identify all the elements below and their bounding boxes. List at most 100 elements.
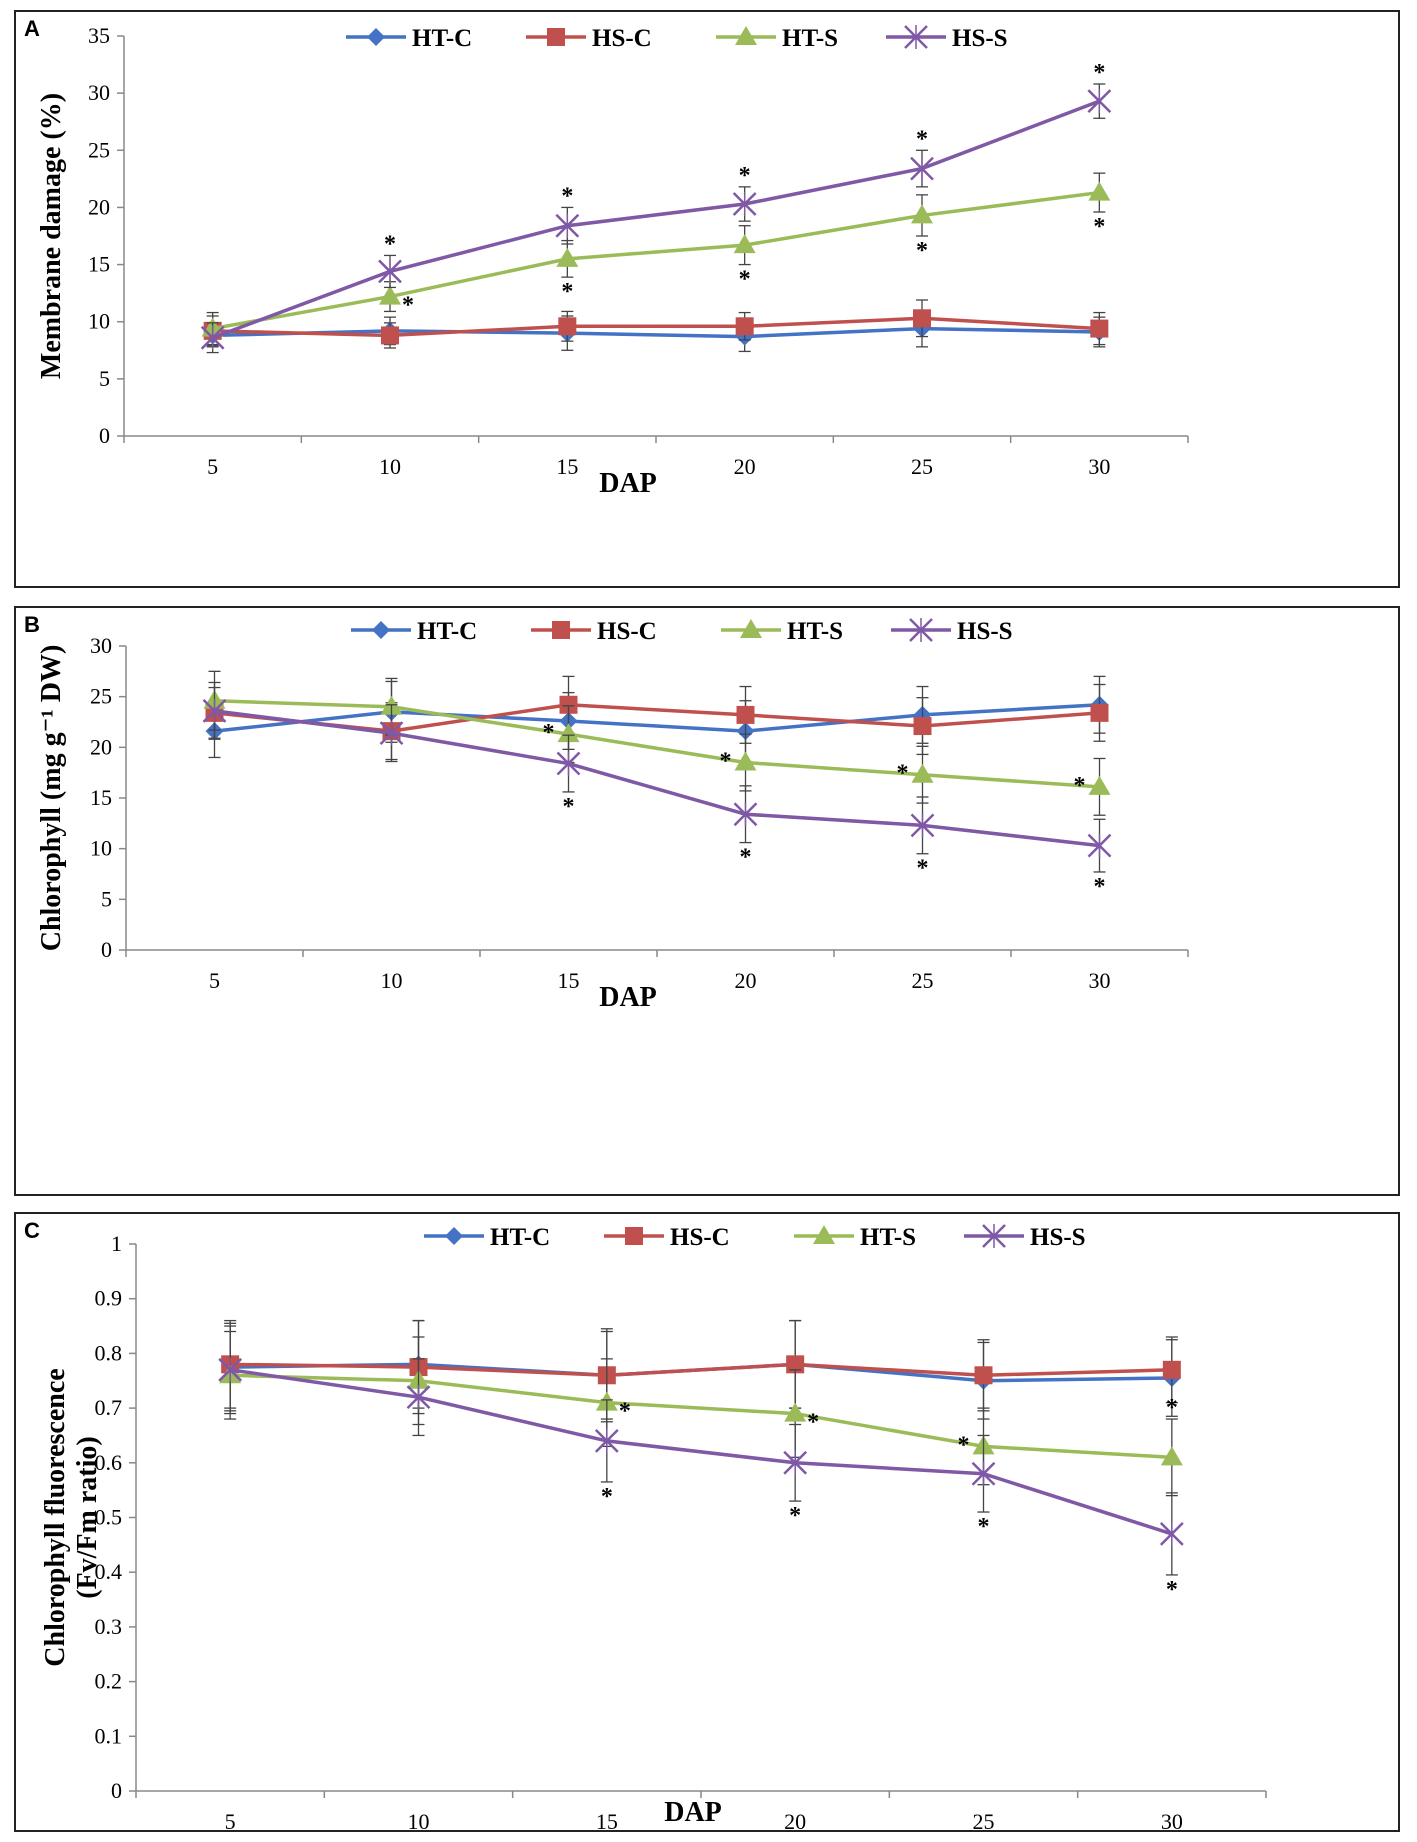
chart-a-significance-mark: * [916,238,928,264]
chart-b-series-ht-s [203,670,1111,816]
chart-a-series-line [212,316,1100,338]
chart-a-series-ht-s [201,172,1111,346]
chart-b-svg: B 0 5 10 15 20 25 30 5 10 15 20 25 30 DAP Chlorophyll (… [24,612,1189,1013]
chart-a-series-hs-s [200,83,1112,354]
chart-c-x-tick-label: 5 [225,1809,236,1830]
chart-c-y-axis-title: Chlorophyll fluorescence [40,1368,71,1666]
chart-panel-b: B 0 5 10 15 20 25 30 5 10 15 20 25 30 DAP Chlorophyll (… [14,606,1400,1196]
chart-b-significance-mark: * [563,794,575,820]
chart-b-series-hs-s [202,681,1112,873]
chart-a-significance-mark: * [384,231,396,257]
chart-a-data-point [378,259,402,284]
chart-a-x-tick-label: 20 [734,454,756,479]
chart-b-data-point [1090,703,1109,722]
chart-b-x-tick-label: 5 [209,968,220,993]
chart-c-significance-mark: * [601,1484,613,1510]
chart-c-y-tick-label: 0.9 [95,1286,123,1311]
chart-b-y-axis-title: Chlorophyll (mg g⁻¹ DW) [36,645,67,952]
chart-b-legend-marker [909,618,933,642]
chart-b-x-axis-title: DAP [599,982,657,1013]
chart-a-significance-mark: * [1093,214,1105,240]
chart-b-significance-mark: * [897,761,909,787]
chart-c-y-tick-label: 0.4 [95,1559,123,1584]
chart-c-y-tick-label: 0.2 [95,1669,123,1694]
chart-a-legend-marker [904,25,928,49]
chart-b-legend-label: HS-S [957,618,1013,645]
chart-b-y-tick-label: 25 [90,684,112,709]
chart-a-y-tick-label: 0 [99,423,110,448]
chart-b-data-point [733,802,758,827]
chart-c-data-point [974,1366,993,1385]
chart-a-significance-mark: * [739,163,751,189]
chart-b-significance-mark: * [1074,773,1086,799]
chart-a-y-tick-label: 5 [99,366,110,391]
chart-c-series-line [230,1373,1172,1460]
chart-a-series-line [212,190,1100,331]
chart-a-data-point [732,192,757,216]
chart-b-legend-marker [740,619,762,638]
chart-b-legend-marker [552,621,570,639]
chart-c-x-tick-label: 25 [973,1809,995,1830]
chart-c-legend-label: HS-C [670,1224,730,1251]
chart-a-data-point [910,156,934,181]
chart-a-legend-label: HT-S [782,25,838,52]
chart-a-legend-label: HS-C [592,25,652,52]
chart-a-significance-mark: * [739,267,751,293]
chart-a-significance-mark: * [561,279,573,305]
chart-b-significance-mark: * [740,845,752,871]
chart-c-data-point [1159,1521,1184,1546]
chart-c-series-ht-s [219,1330,1183,1497]
chart-a-significance-mark: * [402,293,414,319]
chart-a-series-line [212,99,1100,340]
chart-c-y-tick-label: 0.7 [95,1395,123,1420]
chart-a-y-tick-label: 10 [88,309,110,334]
panel-b-label: B [24,612,40,637]
chart-c-x-tick-label: 20 [784,1809,806,1830]
chart-c-significance-mark: * [789,1503,801,1529]
chart-c-data-point [406,1385,431,1410]
chart-a-data-point [911,204,933,224]
chart-b-data-point [910,813,935,838]
chart-c-data-point [784,1402,807,1422]
chart-b-x-tick-label: 20 [735,968,757,993]
chart-a-series-ht-c [203,309,1109,353]
chart-a-y-tick-label: 25 [88,137,110,162]
chart-a-x-tick-label: 5 [207,454,218,479]
chart-a-significance-mark: * [1093,60,1105,86]
chart-a-svg: A 0 5 10 15 20 25 30 35 5 10 15 20 25 30 DAP Membrane da… [24,16,1189,499]
chart-a-data-point [200,325,225,350]
chart-a-data-point [379,285,401,305]
chart-c-y-tick-label: 0.6 [95,1450,123,1475]
chart-c-series-line [230,1362,1172,1378]
chart-b-series-line [214,709,1100,848]
chart-a-x-axis-title: DAP [599,468,657,499]
chart-b-data-point [202,698,227,723]
chart-b-data-point [559,695,578,714]
chart-c-legend-label: HT-S [860,1224,916,1251]
chart-c-data-point [786,1355,805,1374]
chart-a-data-point [1087,89,1112,114]
chart-a-data-point [555,213,580,238]
chart-b-data-point [556,751,581,776]
chart-c-significance-mark: * [958,1432,970,1458]
chart-c-y-tick-label: 0.1 [95,1723,123,1748]
chart-a-x-tick-label: 10 [379,454,401,479]
chart-c-significance-mark: * [807,1410,819,1436]
chart-panel-a: A 0 5 10 15 20 25 30 35 5 10 15 20 25 30 DAP Membrane da… [14,10,1400,588]
chart-b-y-tick-label: 5 [101,886,112,911]
chart-b-legend-marker [372,621,390,639]
chart-a-data-point [558,317,577,336]
chart-b-significance-mark: * [720,749,732,775]
chart-c-y-axis-title-2: (Fv/Fm ratio) [72,1436,103,1599]
chart-b-x-tick-label: 15 [558,968,580,993]
chart-c-significance-mark: * [1166,1577,1178,1603]
chart-b-legend-label: HT-S [787,618,843,645]
chart-c-significance-mark: * [619,1399,631,1425]
chart-b-y-tick-label: 15 [90,785,112,810]
chart-a-legend-label: HS-S [952,25,1008,52]
chart-b-series-line [214,698,1100,789]
chart-a-y-axis-title: Membrane damage (%) [36,93,67,379]
chart-c-data-point [1162,1360,1181,1379]
chart-a-data-point [735,317,754,336]
chart-a-data-point [733,234,756,254]
